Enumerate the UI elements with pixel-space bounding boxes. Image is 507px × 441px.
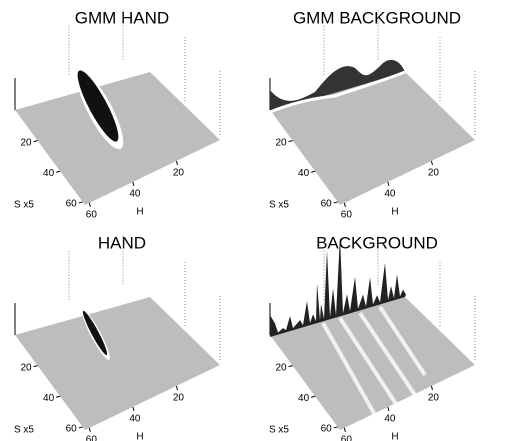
x-tick-label: 40 [129,189,141,200]
tick-mark [334,202,338,203]
tick-mark [311,171,315,172]
x-tick-label: 20 [428,168,440,179]
tick-mark [34,141,38,142]
tick-mark [344,203,345,207]
x-tick-label: 40 [129,414,141,425]
x-axis-label: H [136,207,143,218]
tick-mark [176,161,177,165]
surface-plane [270,72,475,205]
tick-mark [289,141,293,142]
tick-mark [56,171,60,172]
panel-title: HAND [98,233,146,252]
y-tick-label: 20 [20,362,32,373]
x-axis-label: H [391,207,398,218]
tick-mark [289,366,293,367]
tick-mark [79,202,83,203]
y-tick-label: 60 [321,199,333,210]
x-axis-label: H [136,432,143,441]
x-axis-label: H [391,432,398,441]
x-tick-label: 20 [173,168,185,179]
y-tick-label: 60 [321,424,333,435]
x-tick-label: 20 [173,393,185,404]
x-tick-label: 40 [384,189,396,200]
panel-title: BACKGROUND [316,233,438,252]
tick-mark [388,407,389,411]
y-tick-label: 20 [20,137,32,148]
panel: BACKGROUND 20 40 60 S x5 20 40 60 H [269,233,475,441]
tick-mark [34,366,38,367]
x-tick-label: 40 [384,414,396,425]
tick-mark [56,396,60,397]
y-tick-label: 40 [43,393,55,404]
page: {"chart_data": [ {"type": "surface", "ti… [0,0,507,441]
tick-mark [89,203,90,207]
panel: GMM BACKGROUND 20 40 60 S x5 20 40 60 H [269,8,475,220]
y-tick-label: 40 [43,168,55,179]
panel-title: GMM HAND [75,8,169,27]
tick-mark [431,161,432,165]
panel-title: GMM BACKGROUND [293,8,461,27]
x-tick-label: 60 [341,435,353,441]
tick-mark [89,428,90,432]
y-axis-label: S x5 [14,425,34,436]
y-tick-label: 40 [298,168,310,179]
x-tick-label: 60 [341,210,353,221]
tick-mark [334,427,338,428]
y-tick-label: 60 [66,199,78,210]
tick-mark [311,396,315,397]
tick-mark [388,182,389,186]
y-axis-label: S x5 [269,200,289,211]
y-tick-label: 20 [275,362,287,373]
tick-mark [79,427,83,428]
tick-mark [344,428,345,432]
y-tick-label: 40 [298,393,310,404]
x-tick-label: 20 [428,393,440,404]
y-axis-label: S x5 [14,200,34,211]
y-axis-label: S x5 [269,425,289,436]
tick-mark [431,386,432,390]
tick-mark [133,182,134,186]
surface-plane [15,297,220,430]
x-tick-label: 60 [86,210,98,221]
panel: GMM HAND 20 40 60 S x5 20 40 60 H [14,8,220,220]
tick-mark [133,407,134,411]
y-tick-label: 60 [66,424,78,435]
figure: GMM HAND 20 40 60 S x5 20 40 60 H GMM BACKGROUND 2… [0,0,507,441]
x-tick-label: 60 [86,435,98,441]
panel: HAND 20 40 60 S x5 20 40 60 H [14,233,220,441]
y-tick-label: 20 [275,137,287,148]
tick-mark [176,386,177,390]
